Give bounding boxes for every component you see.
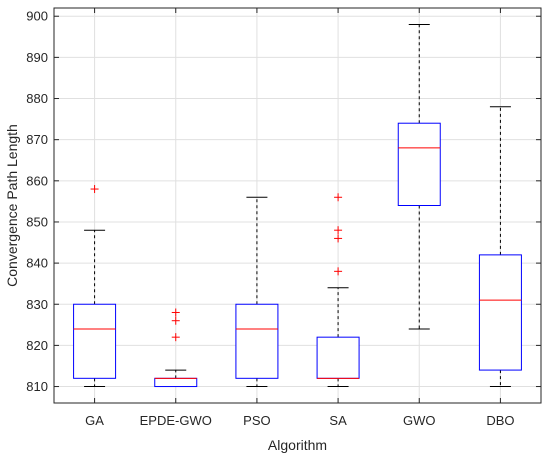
outlier-marker	[171, 333, 180, 342]
outlier-marker	[90, 185, 99, 194]
y-tick-label: 880	[26, 91, 48, 106]
outlier-marker	[334, 226, 343, 235]
box-epde-gwo	[154, 308, 198, 388]
outlier-marker	[171, 308, 180, 317]
plot-frame	[53, 7, 542, 404]
outlier-marker	[334, 234, 343, 243]
x-axis-label: Algorithm	[268, 437, 327, 453]
x-tick-label: PSO	[243, 413, 270, 428]
iqr-box	[235, 303, 279, 379]
y-tick-label: 810	[26, 379, 48, 394]
x-tick-label: GA	[85, 413, 104, 428]
x-tick-label: DBO	[486, 413, 514, 428]
axis-ticks: 810 820 830 840 850 860 870 880 890 900 GA EPDE-GWO…	[26, 8, 541, 428]
y-tick-label: 820	[26, 338, 48, 353]
x-tick-label: EPDE-GWO	[140, 413, 212, 428]
box-gwo	[397, 23, 441, 330]
iqr-box	[154, 377, 198, 388]
x-tick-label: SA	[329, 413, 347, 428]
outlier-marker	[334, 193, 343, 202]
iqr-box	[73, 303, 117, 379]
outlier-marker	[171, 316, 180, 325]
y-tick-label: 830	[26, 297, 48, 312]
y-axis-label: Convergence Path Length	[4, 124, 20, 287]
y-tick-label: 890	[26, 50, 48, 65]
y-tick-label: 850	[26, 214, 48, 229]
iqr-box	[316, 336, 360, 379]
box-pso	[235, 196, 279, 388]
iqr-box	[397, 122, 441, 206]
y-tick-label: 870	[26, 132, 48, 147]
box-sa	[316, 193, 360, 388]
plot-area	[54, 8, 541, 403]
y-tick-label: 860	[26, 173, 48, 188]
outlier-marker	[334, 267, 343, 276]
x-tick-label: GWO	[403, 413, 436, 428]
box-ga	[73, 185, 117, 388]
y-tick-label: 840	[26, 256, 48, 271]
boxes	[73, 23, 522, 388]
box-dbo	[478, 106, 522, 388]
iqr-box	[478, 254, 522, 371]
y-tick-label: 900	[26, 9, 48, 24]
